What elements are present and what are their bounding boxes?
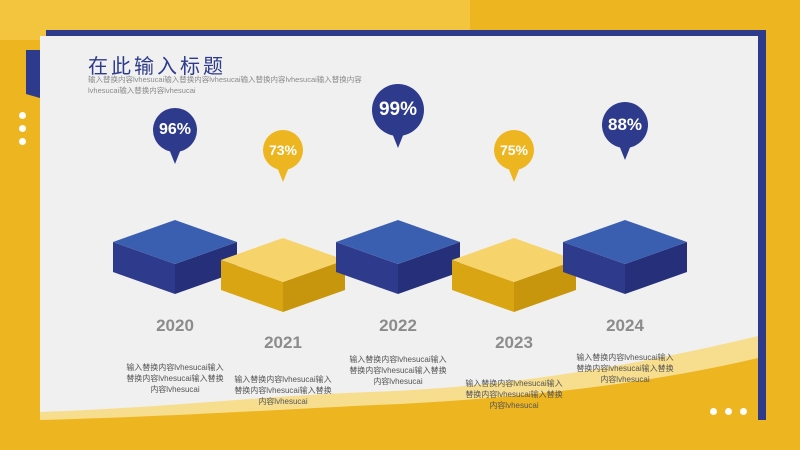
block-right-face <box>283 260 345 312</box>
timeline-block-2022 <box>336 220 460 294</box>
block-top-face <box>113 220 237 264</box>
year-label-2020: 2020 <box>156 316 194 335</box>
percent-pin-2022: 99% <box>372 84 424 150</box>
year-label-2023: 2023 <box>495 333 533 352</box>
timeline-block-2020 <box>113 220 237 294</box>
percent-pin-2021: 73% <box>263 130 303 184</box>
block-right-face <box>175 242 237 294</box>
year-label-2024: 2024 <box>606 316 644 335</box>
dot <box>19 138 26 145</box>
percent-pin-2023: 75% <box>494 130 534 184</box>
block-right-face <box>398 242 460 294</box>
timeline-block-2024 <box>563 220 687 294</box>
block-left-face <box>563 242 625 294</box>
block-top-face <box>452 238 576 282</box>
dot <box>725 408 732 415</box>
dot <box>19 112 26 119</box>
page-title: 在此输入标题 <box>88 56 226 78</box>
block-left-face <box>452 260 514 312</box>
year-label-2021: 2021 <box>264 333 302 352</box>
corner-tab <box>26 50 40 98</box>
percent-value: 99% <box>378 99 418 120</box>
block-left-face <box>113 242 175 294</box>
dot <box>710 408 717 415</box>
page-subtitle: 输入替换内容lvhesucai输入替换内容lvhesucai输入替换内容lvhe… <box>88 75 362 95</box>
block-left-face <box>336 242 398 294</box>
block-top-face <box>336 220 460 264</box>
year-description-2024: 输入替换内容lvhesucai输入替换内容lvhesucai输入替换内容lvhe… <box>576 353 674 384</box>
timeline-block-2023 <box>452 238 576 312</box>
percent-value: 75% <box>499 142 529 158</box>
bottom-dots <box>710 408 747 415</box>
block-top-face <box>221 238 345 282</box>
percent-pin-2024: 88% <box>602 102 648 162</box>
year-description-2023: 输入替换内容lvhesucai输入替换内容lvhesucai输入替换内容lvhe… <box>465 379 563 410</box>
percent-value: 88% <box>607 115 643 134</box>
block-top-face <box>563 220 687 264</box>
block-right-face <box>514 260 576 312</box>
dot <box>19 125 26 132</box>
percent-value: 73% <box>268 142 298 158</box>
timeline-block-2021 <box>221 238 345 312</box>
block-right-face <box>625 242 687 294</box>
year-label-2022: 2022 <box>379 316 417 335</box>
percent-pin-2020: 96% <box>153 108 197 166</box>
dot <box>740 408 747 415</box>
year-description-2022: 输入替换内容lvhesucai输入替换内容lvhesucai输入替换内容lvhe… <box>349 355 447 386</box>
year-description-2020: 输入替换内容lvhesucai输入替换内容lvhesucai输入替换内容lvhe… <box>126 363 224 394</box>
percent-value: 96% <box>158 121 192 138</box>
bottom-wave <box>40 336 758 420</box>
left-dots <box>19 112 26 151</box>
year-description-2021: 输入替换内容lvhesucai输入替换内容lvhesucai输入替换内容lvhe… <box>234 375 332 406</box>
block-left-face <box>221 260 283 312</box>
